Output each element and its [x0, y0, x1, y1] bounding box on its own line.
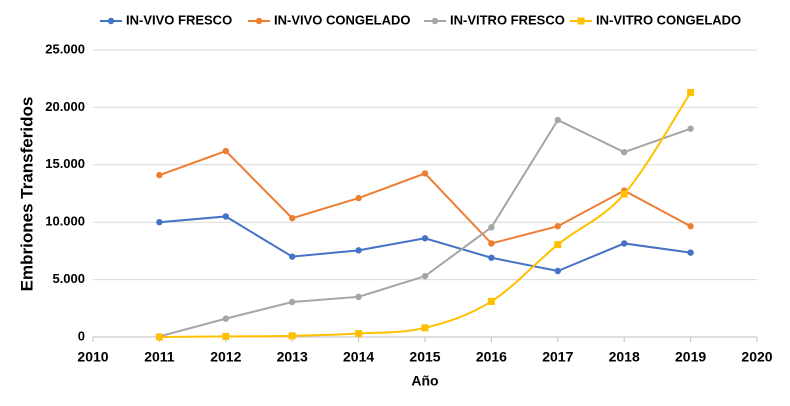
legend-item: IN-VIVO CONGELADO	[248, 12, 411, 27]
marker	[421, 170, 429, 177]
y-tick-label: 20.000	[45, 99, 85, 114]
marker	[155, 333, 163, 341]
legend-item: IN-VIVO FRESCO	[100, 12, 232, 27]
legend-label: IN-VITRO CONGELADO	[596, 12, 741, 27]
series-line	[159, 118, 691, 338]
marker	[288, 332, 296, 340]
marker	[687, 88, 695, 96]
x-tick-label: 2016	[476, 349, 507, 365]
y-tick-label: 5.000	[52, 271, 85, 286]
x-tick-label: 2013	[277, 349, 308, 365]
marker	[488, 224, 495, 231]
marker	[222, 147, 229, 155]
marker	[355, 247, 362, 254]
x-tick-label: 2018	[609, 349, 640, 365]
marker	[488, 254, 495, 261]
y-tick-label: 0	[78, 328, 85, 343]
marker	[222, 315, 229, 322]
x-tick-label: 2015	[409, 349, 440, 365]
x-tick-label: 2020	[741, 349, 772, 365]
marker	[255, 17, 263, 25]
legend-item: IN-VITRO CONGELADO	[570, 12, 741, 27]
marker	[431, 17, 439, 25]
marker	[156, 219, 163, 226]
marker	[355, 194, 362, 202]
x-tick-label: 2011	[144, 349, 175, 365]
legend-item: IN-VITRO FRESCO	[424, 12, 565, 27]
x-tick-label: 2012	[210, 349, 241, 365]
x-tick-label: 2010	[77, 349, 108, 365]
marker	[488, 240, 495, 247]
y-tick-label: 25.000	[45, 41, 85, 56]
marker	[156, 171, 163, 179]
marker	[577, 17, 585, 25]
x-tick-label: 2019	[675, 349, 706, 365]
marker	[621, 148, 628, 156]
legend: IN-VIVO FRESCO IN-VIVO CONGELADO IN-VITRO …	[100, 12, 741, 27]
y-tick-label: 10.000	[45, 214, 85, 229]
marker	[687, 125, 694, 132]
marker	[554, 116, 561, 124]
y-tick-label: 15.000	[45, 156, 85, 171]
x-tick-label: 2014	[343, 349, 374, 365]
marker	[421, 235, 429, 242]
marker	[421, 272, 429, 280]
marker	[222, 332, 230, 340]
marker	[554, 267, 561, 275]
legend-label: IN-VIVO FRESCO	[126, 12, 232, 27]
marker	[107, 17, 115, 25]
legend-label: IN-VITRO FRESCO	[450, 12, 565, 27]
y-axis-label: Embriones Transferidos	[17, 97, 36, 292]
marker	[289, 298, 296, 306]
marker	[289, 214, 296, 222]
marker	[620, 190, 628, 198]
x-tick-label: 2017	[542, 349, 573, 365]
marker	[687, 249, 694, 256]
marker	[554, 241, 562, 249]
marker	[421, 324, 429, 332]
series-line	[159, 215, 691, 273]
x-axis-label: Año	[411, 373, 438, 389]
legend-label: IN-VIVO CONGELADO	[274, 12, 411, 27]
marker	[621, 240, 628, 247]
marker	[554, 223, 561, 230]
series-line	[159, 91, 692, 338]
marker	[355, 330, 363, 338]
marker	[487, 297, 495, 305]
marker	[687, 223, 694, 230]
marker	[222, 213, 229, 220]
marker	[355, 293, 362, 301]
marker	[289, 253, 296, 260]
